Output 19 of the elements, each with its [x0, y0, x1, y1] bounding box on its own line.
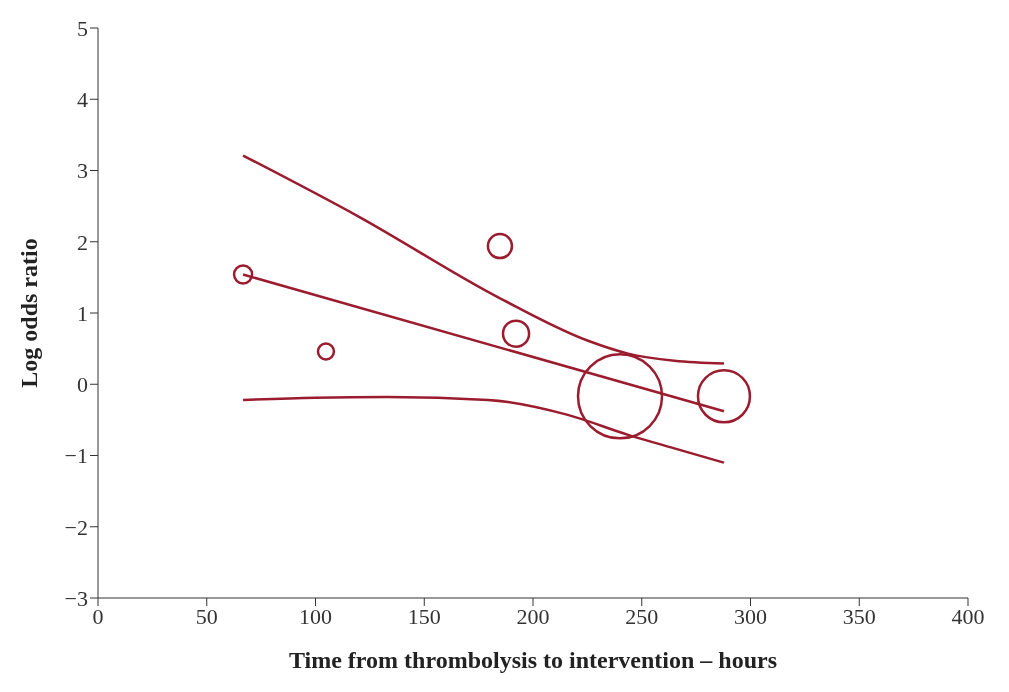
x-tick-label: 150 [407, 603, 441, 629]
y-tick-label: 2 [77, 229, 88, 255]
y-tick-label: 1 [77, 300, 88, 326]
x-tick-label: 400 [951, 603, 985, 629]
y-tick-label: 3 [77, 158, 88, 184]
y-axis-title: Log odds ratio [15, 238, 42, 388]
x-tick-label: 100 [299, 603, 332, 629]
x-tick-label: 50 [195, 603, 218, 629]
x-tick-label: 300 [734, 603, 767, 629]
x-tick-label: 350 [842, 603, 876, 629]
x-axis-title: Time from thrombolysis to intervention – hours [288, 647, 778, 673]
y-tick-label: −1 [64, 443, 88, 469]
y-tick-label: 5 [77, 15, 88, 41]
x-tick-label: 250 [625, 603, 659, 629]
y-tick-label: −2 [64, 514, 88, 540]
y-tick-label: −3 [64, 585, 88, 611]
y-tick-label: 0 [77, 372, 88, 398]
y-tick-label: 4 [77, 87, 88, 113]
x-tick-label: 200 [516, 603, 550, 629]
